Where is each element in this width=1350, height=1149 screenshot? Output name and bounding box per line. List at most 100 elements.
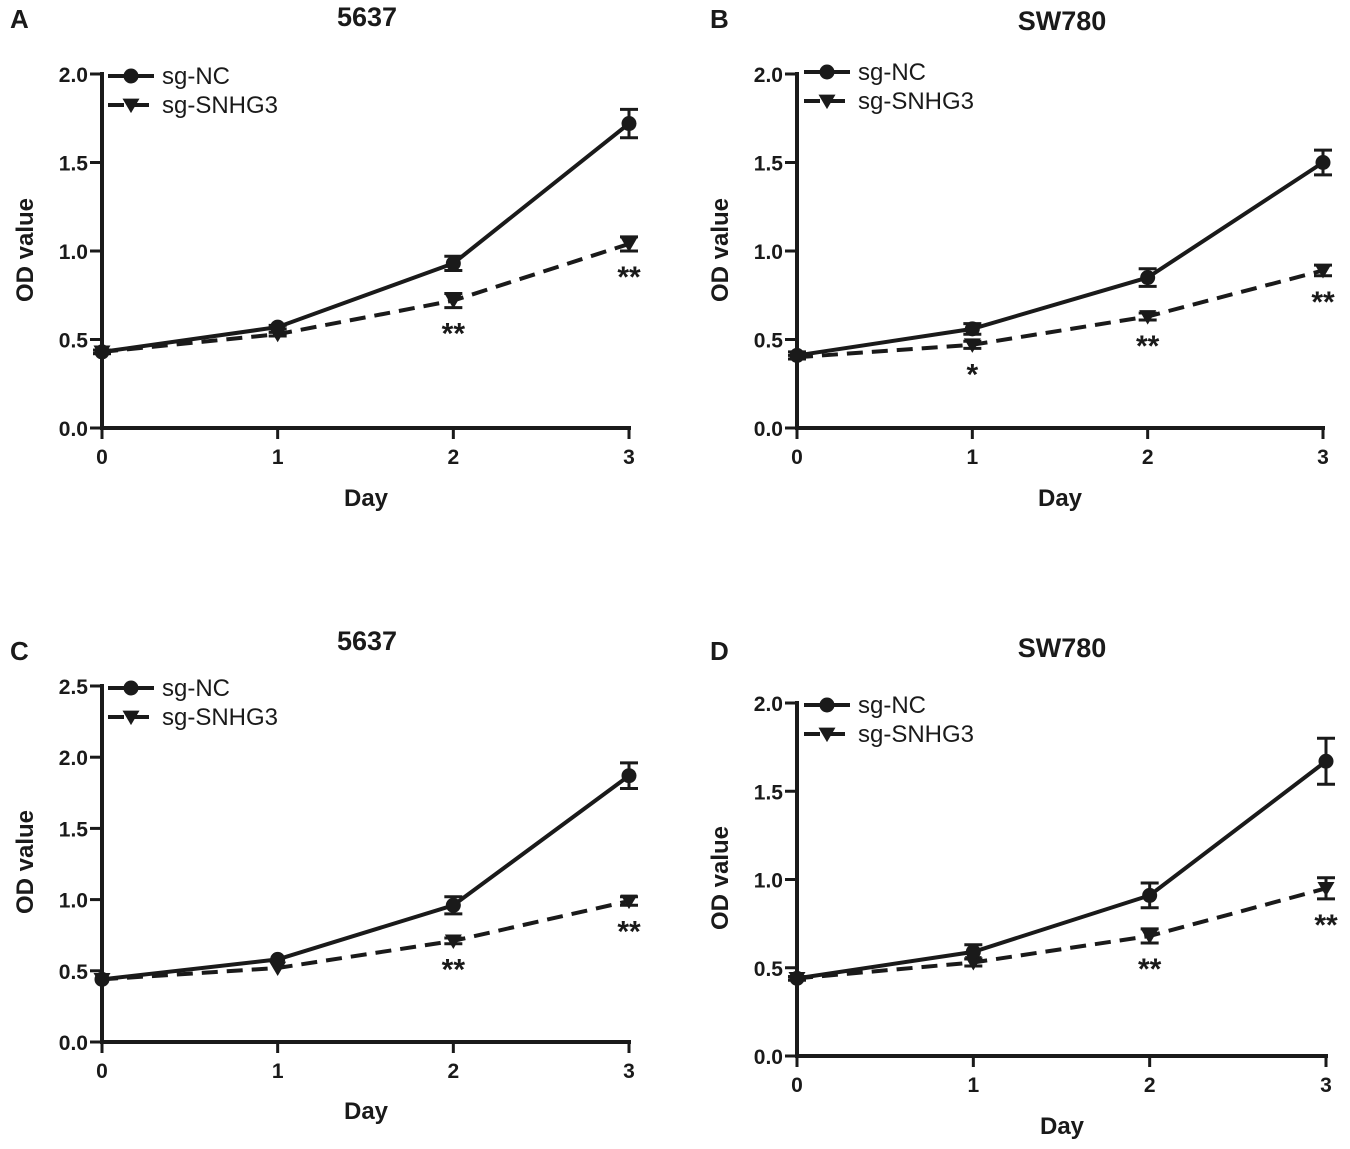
sg-nc-point: [270, 951, 286, 967]
series-sg-snhg3: [93, 894, 638, 988]
y-axis-label: OD value: [707, 826, 734, 930]
sg-nc-point: [445, 255, 461, 271]
legend-marker: [123, 680, 139, 696]
sg-snhg3-point: [444, 934, 462, 949]
legend-marker: [122, 710, 140, 726]
sg-nc-point: [94, 344, 110, 360]
sg-nc-point: [789, 347, 805, 363]
significance-label: **: [442, 954, 466, 987]
chart-title: 5637: [337, 626, 397, 656]
legend-label: sg-SNHG3: [858, 88, 974, 115]
legend-label: sg-SNHG3: [858, 721, 974, 748]
y-tick-label: 1.5: [754, 153, 784, 176]
sg-nc-point: [964, 321, 980, 337]
panel-letter: A: [10, 4, 29, 34]
y-tick-label: 2.0: [754, 693, 783, 716]
panel-letter: D: [710, 636, 729, 666]
series-sg-nc: [788, 736, 1335, 986]
sg-nc-point: [1142, 887, 1158, 903]
sg-snhg3-line: [796, 268, 1324, 360]
significance-label: *: [966, 358, 978, 391]
x-tick-label: 3: [1320, 1074, 1332, 1097]
sg-snhg3-point: [1314, 264, 1332, 279]
panel-a: A 5637 0.0 0.5 1.0 1.5 2.0 0 1 2 3 Day OD value ** ** s…: [10, 2, 641, 512]
legend-marker: [819, 64, 835, 80]
y-tick-label: 1.0: [59, 241, 88, 264]
y-tick-label: 2.0: [59, 747, 88, 770]
significance-label: **: [1311, 286, 1335, 319]
x-tick-label: 1: [272, 446, 284, 469]
y-tick-label: 2.0: [754, 64, 783, 87]
y-tick-label: 0.5: [754, 958, 784, 981]
legend-marker: [819, 697, 835, 713]
x-axis-label: Day: [1038, 485, 1083, 512]
x-tick-label: 1: [967, 1074, 979, 1097]
x-axis-label: Day: [344, 1098, 389, 1125]
sg-nc-line: [101, 774, 631, 982]
y-tick-label: 1.5: [59, 818, 89, 841]
sg-nc-point: [621, 768, 637, 784]
x-tick-label: 0: [791, 1074, 803, 1097]
y-tick-label: 0.5: [754, 330, 784, 353]
significance-label: **: [617, 915, 641, 948]
y-tick-label: 1.5: [59, 153, 89, 176]
legend-label: sg-NC: [858, 692, 926, 719]
x-tick-label: 2: [447, 1060, 459, 1083]
legend-label: sg-NC: [858, 59, 926, 86]
y-tick-label: 1.0: [59, 890, 88, 913]
sg-snhg3-point: [1317, 881, 1335, 897]
x-tick-label: 2: [1144, 1074, 1156, 1097]
x-tick-label: 0: [96, 1060, 108, 1083]
sg-nc-point: [445, 897, 461, 913]
legend-label: sg-SNHG3: [162, 92, 278, 119]
sg-nc-point: [1315, 155, 1331, 170]
legend-marker: [123, 68, 139, 84]
sg-snhg3-point: [1141, 929, 1159, 945]
panel-c: C 5637 0.0 0.5 1.0 1.5 2.0 2.5 0 1 2 3 Day OD value **…: [10, 626, 641, 1125]
legend-label: sg-SNHG3: [162, 704, 278, 731]
legend-marker: [818, 94, 836, 110]
chart-title: SW780: [1018, 6, 1107, 36]
legend-label: sg-NC: [162, 63, 230, 90]
y-tick-label: 0.5: [59, 330, 89, 353]
legend-marker: [818, 727, 836, 743]
sg-nc-point: [621, 116, 637, 132]
sg-nc-line: [101, 121, 631, 354]
series-sg-snhg3: [788, 876, 1335, 987]
panel-letter: B: [710, 4, 729, 34]
sg-snhg3-point: [620, 237, 638, 252]
y-axis-label: OD value: [12, 198, 39, 302]
significance-label: **: [1138, 953, 1162, 986]
sg-snhg3-line: [796, 886, 1327, 981]
series-sg-snhg3: [788, 263, 1332, 366]
sg-snhg3-point: [1139, 310, 1157, 325]
y-tick-label: 0.0: [59, 1032, 88, 1055]
sg-nc-point: [270, 319, 286, 335]
panel-d: D SW780 0.0 0.5 1.0 1.5 2.0 0 1 2 3 Day OD value ** **…: [707, 633, 1338, 1140]
significance-label: **: [1314, 909, 1338, 942]
y-tick-label: 2.0: [59, 64, 88, 87]
chart-title: 5637: [337, 2, 397, 32]
sg-nc-point: [789, 970, 805, 986]
y-tick-label: 1.0: [754, 870, 783, 893]
sg-nc-point: [1140, 270, 1156, 286]
y-tick-label: 2.5: [59, 676, 89, 699]
x-tick-label: 3: [623, 446, 635, 469]
y-axis-label: OD value: [12, 810, 39, 914]
series-sg-nc: [788, 148, 1332, 363]
sg-nc-point: [1318, 753, 1334, 769]
x-tick-label: 0: [791, 446, 803, 469]
sg-snhg3-point: [963, 338, 981, 353]
series-sg-nc: [93, 107, 638, 360]
sg-snhg3-line: [101, 899, 630, 982]
y-tick-label: 0.0: [754, 418, 783, 441]
x-tick-label: 0: [96, 446, 108, 469]
x-tick-label: 3: [1317, 446, 1329, 469]
y-tick-label: 1.0: [754, 241, 783, 264]
panel-letter: C: [10, 636, 29, 666]
